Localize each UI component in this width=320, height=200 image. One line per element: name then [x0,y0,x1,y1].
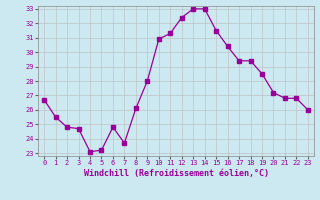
X-axis label: Windchill (Refroidissement éolien,°C): Windchill (Refroidissement éolien,°C) [84,169,268,178]
